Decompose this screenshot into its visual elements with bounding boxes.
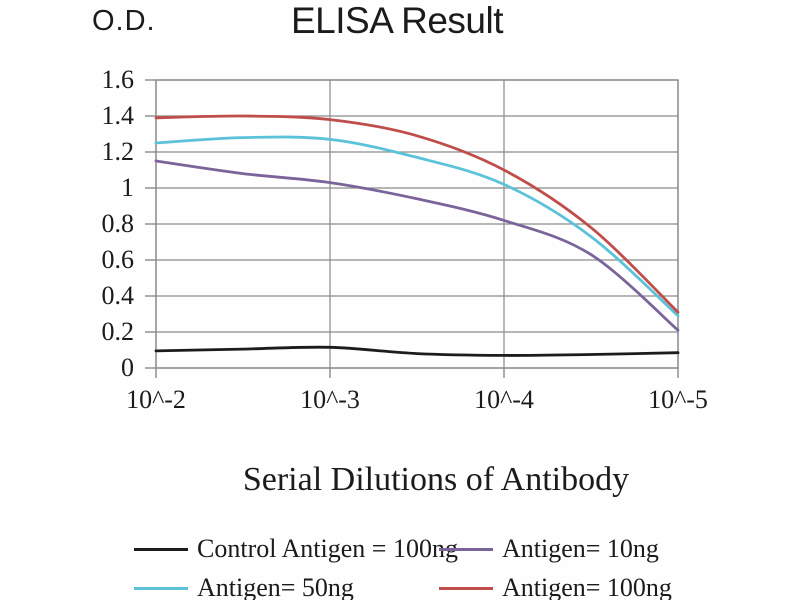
chart-title: ELISA Result [290,0,504,41]
legend-label: Antigen= 100ng [502,573,672,600]
legend-item: Antigen= 50ng [134,573,354,600]
series-line-4 [154,114,680,314]
y-tick-label: 1 [121,173,134,202]
y-tick-label: 0.2 [101,317,135,346]
legend-swatch-line [134,547,188,551]
x-tick-label: 10^-4 [474,385,534,414]
y-tick-label: 0.8 [101,209,135,238]
series-line-2 [154,159,680,332]
legend-swatch-line [439,586,493,590]
x-tick-label: 10^-3 [300,385,360,414]
y-tick-label: 0.6 [101,245,135,274]
legend-swatch-line [134,586,188,590]
y-tick-label: 1.2 [101,137,135,166]
x-tick-label: 10^-2 [126,385,186,414]
axis-tick-marks [145,79,679,378]
legend-label: Antigen= 50ng [197,573,354,600]
legend-label: Antigen= 10ng [502,534,659,563]
series-line-3 [154,135,680,318]
y-axis-corner-label: O.D. [92,5,156,37]
legend-item: Control Antigen = 100ng [134,534,458,564]
series-line-1 [154,345,680,357]
y-tick-label: 0 [121,353,134,382]
x-axis-title: Serial Dilutions of Antibody [242,461,630,498]
legend-item: Antigen= 100ng [439,573,672,600]
legend-item: Antigen= 10ng [439,534,659,564]
y-tick-label: 1.6 [101,65,135,94]
x-tick-label: 10^-5 [648,385,708,414]
y-tick-label: 1.4 [101,101,135,130]
series-lines [154,114,680,357]
y-tick-label: 0.4 [101,281,135,310]
gridlines [155,79,679,369]
legend-swatch-line [439,547,493,551]
legend-label: Control Antigen = 100ng [197,534,458,563]
